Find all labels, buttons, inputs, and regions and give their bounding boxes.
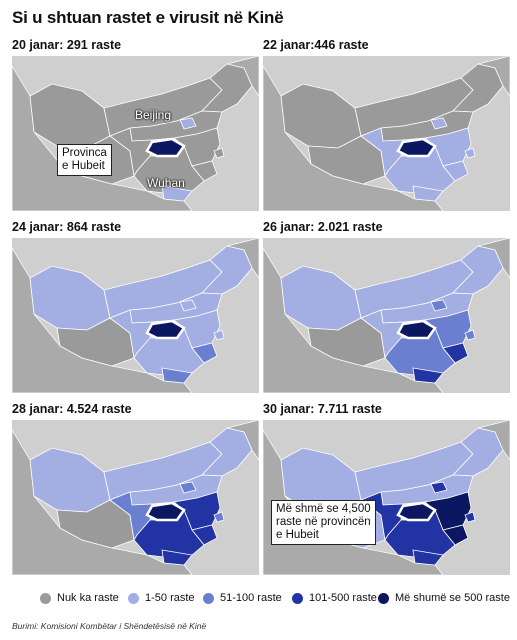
province-northeast — [201, 63, 253, 113]
map-panel-2: 22 janar:446 raste — [263, 38, 510, 213]
province-guangdong — [161, 549, 193, 566]
province-beijing — [430, 117, 448, 130]
panel-date-label: 20 janar: 291 raste — [12, 38, 122, 52]
map-svg — [12, 420, 259, 575]
province-guangdong — [412, 367, 444, 384]
map-panel-1: 20 janar: 291 raste Provinca e Hubeit Beij… — [12, 38, 259, 213]
province-shanghai — [464, 511, 476, 523]
panel-date-label: 24 janar: 864 raste — [12, 220, 122, 234]
legend-label: Nuk ka raste — [57, 592, 119, 604]
legend-item: 51-100 raste — [203, 592, 282, 604]
map-svg — [263, 420, 510, 575]
province-guangdong — [161, 185, 193, 202]
map-svg — [12, 238, 259, 393]
panel-date-label: 30 janar: 7.711 raste — [263, 402, 382, 416]
china-map — [12, 238, 259, 393]
province-northeast — [452, 427, 504, 477]
province-shanghai — [464, 329, 476, 341]
panel-date-label: 28 janar: 4.524 raste — [12, 402, 132, 416]
map-svg — [12, 56, 259, 211]
hubei-outline — [396, 137, 437, 158]
hubei-outline — [145, 137, 186, 158]
china-map: Provinca e Hubeit Beijing Wuhan — [12, 56, 259, 211]
legend-label: 101-500 raste — [309, 592, 377, 604]
map-panel-3: 24 janar: 864 raste — [12, 220, 259, 395]
province-beijing — [179, 117, 197, 130]
page-title: Si u shtuan rastet e virusit në Kinë — [12, 8, 284, 27]
province-guangdong — [412, 549, 444, 566]
province-northeast — [201, 427, 253, 477]
hubei-outline — [145, 319, 186, 340]
province-beijing — [179, 299, 197, 312]
map-panel-6: 30 janar: 7.711 raste Më shmë se 4,500 ra… — [263, 402, 510, 577]
legend-swatch — [203, 592, 214, 604]
province-shanghai — [213, 329, 225, 341]
beijing-label: Beijing — [135, 108, 172, 122]
legend-swatch — [128, 592, 139, 604]
china-map: Më shmë se 4,500 raste në provincën e Hu… — [263, 420, 510, 575]
panel-date-label: 22 janar:446 raste — [263, 38, 369, 52]
legend-swatch — [40, 592, 51, 604]
map-svg — [263, 56, 510, 211]
legend-label: 51-100 raste — [220, 592, 282, 604]
province-shanghai — [464, 147, 476, 159]
panel-date-label: 26 janar: 2.021 raste — [263, 220, 383, 234]
legend-label: 1-50 raste — [145, 592, 195, 604]
province-guangdong — [412, 185, 444, 202]
hubei-callout: Provinca e Hubeit — [57, 144, 112, 176]
china-map — [12, 420, 259, 575]
province-guangdong — [161, 367, 193, 384]
province-northeast — [452, 63, 504, 113]
province-beijing — [430, 481, 448, 494]
province-shanghai — [213, 511, 225, 523]
hubei-outline — [145, 501, 186, 522]
source-note: Burimi: Komisioni Kombëtar i Shëndetësis… — [12, 621, 207, 631]
legend-swatch — [378, 592, 389, 604]
legend: Nuk ka raste 1-50 raste 51-100 raste 101-50… — [40, 592, 510, 610]
china-map — [263, 56, 510, 211]
legend-label: Më shumë se 500 raste — [395, 592, 510, 604]
map-panel-5: 28 janar: 4.524 raste — [12, 402, 259, 577]
legend-item: Më shumë se 500 raste — [378, 592, 510, 604]
wuhan-label: Wuhan — [147, 176, 185, 190]
legend-item: 101-500 raste — [292, 592, 377, 604]
province-beijing — [430, 299, 448, 312]
province-beijing — [179, 481, 197, 494]
province-northeast — [201, 245, 253, 295]
province-shanghai — [213, 147, 225, 159]
hubei-outline — [396, 501, 437, 522]
hubei-outline — [396, 319, 437, 340]
china-map — [263, 238, 510, 393]
legend-swatch — [292, 592, 303, 604]
map-svg — [263, 238, 510, 393]
legend-item: Nuk ka raste — [40, 592, 119, 604]
legend-item: 1-50 raste — [128, 592, 195, 604]
province-northeast — [452, 245, 504, 295]
hubei-500-callout: Më shmë se 4,500 raste në provincën e Hu… — [271, 500, 376, 545]
map-panel-4: 26 janar: 2.021 raste — [263, 220, 510, 395]
